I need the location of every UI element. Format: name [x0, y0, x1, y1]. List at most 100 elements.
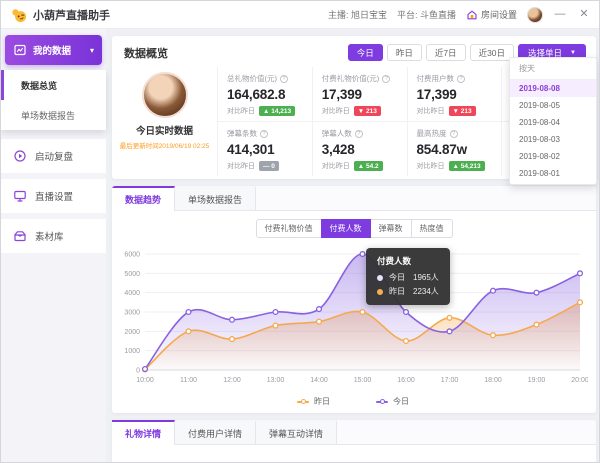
tooltip-row-yesterday: 昨日 2234人: [377, 286, 439, 297]
chevron-down-icon: ▼: [570, 49, 576, 56]
delta-badge: ▼ 213: [353, 106, 381, 116]
svg-text:17:00: 17:00: [441, 377, 459, 384]
trend-chart: 0 1000 2000 3000 4000 5000 6000 10:00 11:00 12:00…: [118, 244, 589, 407]
home-icon: [467, 10, 477, 19]
svg-text:11:00: 11:00: [180, 377, 197, 384]
title-bar: 小葫芦直播助手 主播: 旭日宝宝 平台: 斗鱼直播 房间设置 — ✕: [1, 1, 599, 29]
chevron-down-icon: ▾: [89, 45, 94, 55]
dropdown-option[interactable]: 2019-08-01: [519, 169, 560, 178]
svg-text:10:00: 10:00: [136, 377, 154, 384]
tooltip-row-today: 今日 1965人: [377, 272, 439, 283]
sidebar-item-label: 直播设置: [35, 192, 74, 203]
app-title: 小葫芦直播助手: [33, 9, 110, 22]
archive-box-icon: [14, 231, 26, 242]
metric-paying-users-button[interactable]: 付费人数: [320, 219, 371, 238]
svg-text:20:00: 20:00: [571, 377, 588, 384]
svg-text:5000: 5000: [124, 271, 140, 278]
svg-text:18:00: 18:00: [484, 377, 502, 384]
range-7days-button[interactable]: 近7日: [425, 44, 466, 61]
stat-card-danmaku-count: 弹幕条数? 414,301 对比昨日 — 0: [217, 121, 312, 176]
legend-today[interactable]: 今日: [376, 396, 409, 407]
anchor-label: 主播: 旭日宝宝: [327, 10, 387, 20]
svg-text:1000: 1000: [124, 348, 140, 355]
metric-button-group: 付费礼物价值 付费人数 弹幕数 热度值: [112, 219, 596, 238]
legend-yesterday[interactable]: 昨日: [297, 396, 330, 407]
sidebar-item-session-report[interactable]: 单场数据报告: [21, 110, 76, 121]
page-title: 数据概览: [124, 47, 168, 60]
app-logo-icon: [12, 8, 27, 22]
replay-icon: [14, 150, 26, 162]
info-icon[interactable]: ?: [354, 129, 363, 138]
sidebar-item-my-data[interactable]: 我的数据 ▾: [5, 35, 102, 65]
chart-legend: 昨日 今日: [118, 396, 588, 407]
details-tabs: 礼物详情 付费用户详情 弹幕互动详情: [112, 420, 596, 445]
info-icon[interactable]: ?: [449, 129, 458, 138]
tab-paying-user-details[interactable]: 付费用户详情: [175, 420, 257, 444]
stat-card-danmaku-users: 弹幕人数? 3,428 对比昨日 ▲ 54.2: [311, 121, 407, 176]
minimize-button[interactable]: —: [554, 8, 566, 20]
info-icon[interactable]: ?: [260, 129, 268, 138]
tab-danmaku-interaction-details[interactable]: 弹幕互动详情: [256, 420, 338, 444]
delta-badge: ▲ 54,213: [448, 161, 485, 171]
metric-paid-gift-value-button[interactable]: 付费礼物价值: [255, 219, 322, 238]
sidebar-item-material-library[interactable]: 素材库: [1, 219, 106, 253]
stat-card-paid-gift-value: 付费礼物价值(元)? 17,399 对比昨日 ▼ 213: [311, 67, 407, 121]
line-chart[interactable]: 0 1000 2000 3000 4000 5000 6000 10:00 11:00 12:00…: [118, 244, 589, 390]
svg-text:19:00: 19:00: [528, 377, 546, 384]
legend-line-icon: [297, 399, 309, 404]
svg-text:4000: 4000: [124, 290, 140, 297]
dropdown-option[interactable]: 2019-08-05: [519, 101, 560, 110]
data-report-icon: [14, 44, 26, 56]
dropdown-option[interactable]: 2019-08-08: [510, 80, 596, 97]
svg-text:13:00: 13:00: [267, 377, 285, 384]
realtime-profile: 今日实时数据 最后更新时间2019/06/19 02:25: [112, 67, 217, 176]
chart-tooltip: 付费人数 今日 1965人 昨日 2234人: [366, 248, 450, 305]
trend-panel: 数据趋势 单场数据报告 付费礼物价值 付费人数 弹幕数 热度值 0 1000 200…: [112, 186, 596, 413]
delta-badge: ▲ 14,213: [259, 106, 296, 116]
svg-text:16:00: 16:00: [397, 377, 415, 384]
monitor-icon: [14, 190, 26, 202]
dropdown-option[interactable]: 2019-08-02: [519, 152, 560, 161]
dropdown-option[interactable]: 2019-08-04: [519, 118, 560, 127]
close-button[interactable]: ✕: [579, 8, 589, 20]
tab-data-trend[interactable]: 数据趋势: [112, 186, 176, 211]
series-dot-icon: [377, 274, 383, 281]
stat-card-max-heat: 最高热度? 854.87w 对比昨日 ▲ 54,213: [406, 121, 502, 176]
range-today-button[interactable]: 今日: [347, 44, 383, 61]
svg-text:14:00: 14:00: [310, 377, 328, 384]
sidebar-item-label: 启动复盘: [35, 152, 74, 163]
delta-badge: — 0: [259, 161, 279, 171]
series-dot-icon: [377, 288, 383, 295]
svg-text:15:00: 15:00: [354, 377, 372, 384]
range-30days-button[interactable]: 近30日: [469, 44, 515, 61]
sidebar-item-data-overview[interactable]: 数据总览: [1, 70, 106, 100]
tab-gift-details[interactable]: 礼物详情: [112, 420, 176, 445]
stat-card-total-gift-value: 总礼物价值(元)? 164,682.8 对比昨日 ▲ 14,213: [217, 67, 312, 121]
svg-text:6000: 6000: [124, 252, 140, 259]
range-yesterday-button[interactable]: 昨日: [386, 44, 422, 61]
sidebar: 我的数据 ▾ 数据总览 单场数据报告 启动复盘 直播设置: [1, 29, 106, 462]
trend-tabs: 数据趋势 单场数据报告: [112, 186, 596, 211]
svg-text:2000: 2000: [124, 329, 140, 336]
room-settings-button[interactable]: 房间设置: [466, 8, 517, 21]
info-icon[interactable]: ?: [382, 74, 391, 83]
details-panel: 礼物详情 付费用户详情 弹幕互动详情: [112, 420, 596, 462]
tooltip-title: 付费人数: [377, 256, 412, 266]
tab-session-data-report[interactable]: 单场数据报告: [175, 186, 257, 210]
sidebar-item-live-settings[interactable]: 直播设置: [1, 179, 106, 213]
svg-text:12:00: 12:00: [223, 377, 241, 384]
last-updated-text: 最后更新时间2019/06/19 02:25: [119, 143, 210, 150]
sidebar-item-replay[interactable]: 启动复盘: [1, 139, 106, 173]
info-icon[interactable]: ?: [457, 74, 465, 83]
sidebar-item-label: 素材库: [35, 232, 64, 243]
metric-heat-button[interactable]: 热度值: [410, 219, 453, 238]
metric-danmaku-button[interactable]: 弹幕数: [369, 219, 412, 238]
sidebar-item-label: 我的数据: [33, 46, 72, 57]
delta-badge: ▼ 213: [448, 106, 476, 116]
user-avatar[interactable]: [527, 6, 543, 23]
dropdown-option[interactable]: 2019-08-03: [519, 135, 560, 144]
info-icon[interactable]: ?: [280, 74, 288, 83]
realtime-data-title: 今日实时数据: [135, 126, 193, 137]
legend-line-icon: [376, 399, 388, 404]
